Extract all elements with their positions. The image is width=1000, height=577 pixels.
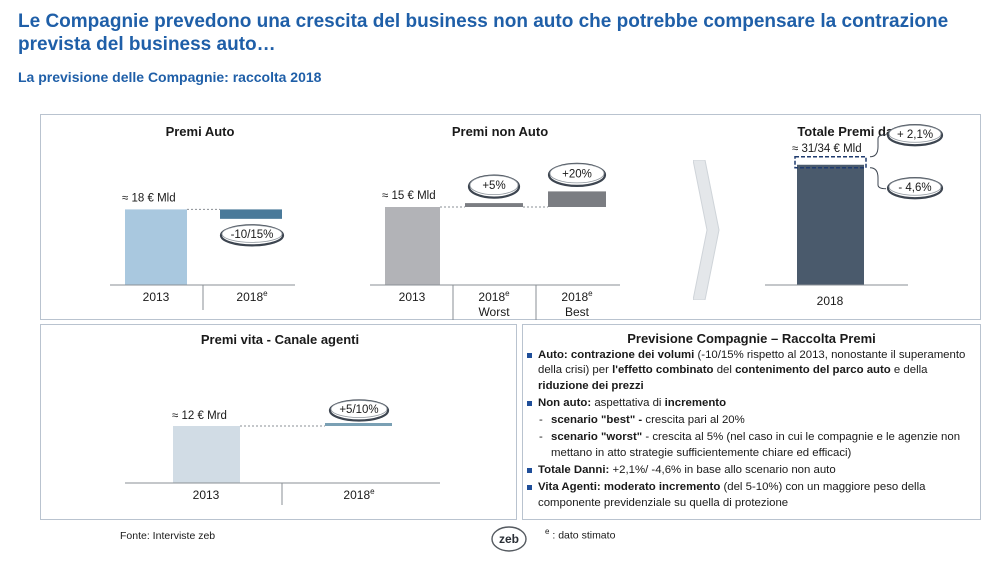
data-label-2013: ≈ 15 € Mld	[382, 190, 436, 202]
data-label-2013: ≈ 18 € Mld	[122, 192, 176, 204]
forecast-item-auto: Auto: contrazione dei volumi (-10/15% ri…	[527, 348, 967, 394]
auto-text-1: (-10/15% rispetto al 2013, nonostante il…	[538, 349, 966, 377]
nonauto-text: aspettativa di	[594, 396, 662, 409]
auto-bold-1: contrazione dei volumi	[570, 349, 695, 361]
auto-bold-3: contenimento del parco auto	[735, 364, 891, 377]
data-label-down-pill	[888, 177, 942, 196]
tick-label-2018e-worst: 2018e Worst	[478, 289, 510, 319]
tick-label-2018e: 2018e	[236, 289, 268, 304]
page-title: Le Compagnie prevedono una crescita del …	[18, 11, 949, 55]
totale-text: +2,1%/ -4,6% in base allo scenario non a…	[612, 464, 836, 477]
best-text: crescita pari al 20%	[645, 414, 745, 427]
totale-label: Totale Danni:	[538, 464, 610, 477]
tick-label-2018e-best: 2018e Best	[561, 289, 593, 319]
estimate-note: e : dato stimato	[545, 527, 615, 542]
zeb-logo: zeb	[491, 526, 527, 552]
tick-label-2018: 2018	[817, 294, 844, 308]
chart-premi-auto: Premi Auto ≈ 18 € Mld -10/15% 2013 2018e	[110, 124, 295, 310]
auto-label: Auto:	[538, 349, 568, 361]
data-label-2018e-label: -10/15%	[231, 229, 274, 241]
worst-text: - crescita al 5% (nel caso in cui le com…	[551, 431, 961, 459]
chart-title: Premi vita - Canale agenti	[201, 332, 359, 347]
auto-text-2: del	[716, 364, 732, 377]
tick-label-2013: 2013	[143, 290, 170, 304]
forecast-subitem-worst: - scenario "worst" - crescita al 5% (nel…	[539, 431, 961, 459]
data-label-2018e-pill	[330, 400, 388, 418]
bracket-up	[869, 134, 887, 158]
zeb-logo-text: zeb	[499, 532, 519, 546]
auto-bold-2: l'effetto combinato	[612, 364, 714, 377]
forecast-title: Previsione Compagnie – Raccolta Premi	[627, 331, 876, 346]
source-note: Fonte: Interviste zeb	[120, 530, 216, 542]
bar-2013	[125, 209, 187, 285]
data-label-up-pill	[888, 124, 942, 143]
vita-label: Vita Agenti:	[538, 481, 601, 494]
forecast-item-totale: Totale Danni: +2,1%/ -4,6% in base allo …	[527, 463, 967, 478]
bar-2018e-delta	[220, 209, 282, 219]
bar-2018	[797, 164, 864, 285]
bar-2018e-worst	[465, 203, 523, 207]
data-label-worst-pill	[469, 175, 519, 195]
nonauto-bold: incremento	[664, 396, 727, 409]
bar-2018e-delta	[325, 423, 392, 426]
vita-bold: moderato incremento	[603, 481, 721, 494]
best-label: scenario "best" -	[551, 414, 643, 427]
tick-label-2013: 2013	[193, 488, 220, 502]
forecast-panel	[522, 324, 981, 520]
nonauto-label: Non auto:	[538, 396, 592, 409]
data-label-worst-label: +5%	[482, 180, 505, 192]
chart-premi-non-auto: Premi non Auto ≈ 15 € Mld +5% +20% 2013 2018e…	[370, 124, 620, 320]
data-label-best-pill	[549, 163, 605, 184]
auto-text-3: e della	[893, 364, 928, 377]
data-label-2018e-label: +5/10%	[339, 404, 378, 416]
estimate-note-sup: e	[545, 527, 550, 536]
vita-text: (del 5-10%) con un maggiore peso della c…	[538, 481, 926, 509]
tick-label-2018e: 2018e	[343, 487, 375, 502]
estimate-note-text: : dato stimato	[552, 529, 616, 542]
chart-totale-premi-danni: Totale Premi danni≈ 31/34 € Mld+ 2,1%- 4…	[765, 124, 944, 308]
vita-panel	[40, 324, 517, 520]
bar-2013	[385, 207, 440, 285]
data-label-down-label: - 4,6%	[898, 182, 931, 194]
forecast-list: Auto: contrazione dei volumi (-10/15% ri…	[527, 348, 967, 511]
chart-premi-vita: Premi vita - Canale agenti ≈ 12 € Mrd +5/1…	[125, 332, 440, 505]
auto-bold-4: riduzione dei prezzi	[538, 379, 644, 392]
forecast-subitem-best: - scenario "best" - crescita pari al 20%	[539, 414, 745, 427]
bar-2018e-best	[548, 191, 606, 207]
chart-title: Premi non Auto	[452, 124, 548, 139]
data-label-total: ≈ 31/34 € Mld	[792, 143, 862, 155]
bracket-down	[869, 167, 887, 190]
forecast-item-nonauto: Non auto: aspettativa di incremento	[527, 396, 967, 411]
tick-label-2013: 2013	[399, 290, 426, 304]
data-label-up-label: + 2,1%	[897, 129, 933, 141]
data-label-2018e-pill	[221, 224, 283, 243]
data-label-best-label: +20%	[562, 168, 592, 180]
bar-2013	[173, 426, 240, 483]
chevron-arrow-icon	[693, 160, 720, 300]
data-label-2013: ≈ 12 € Mrd	[172, 410, 227, 422]
page-subtitle: La previsione delle Compagnie: raccolta …	[18, 69, 322, 85]
worst-label: scenario "worst"	[551, 431, 643, 444]
forecast-item-vita: Vita Agenti: moderato incremento (del 5-…	[527, 480, 967, 511]
chart-title: Premi Auto	[166, 124, 235, 139]
range-box	[794, 156, 867, 169]
